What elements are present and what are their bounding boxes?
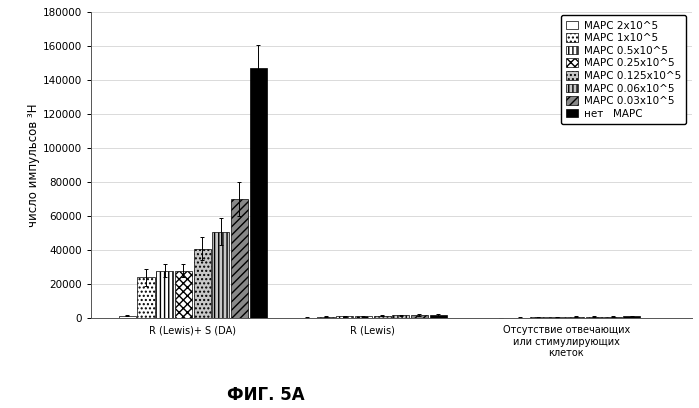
Bar	[175, 271, 192, 318]
Bar	[373, 316, 391, 318]
Bar	[586, 317, 603, 318]
Bar	[138, 277, 154, 318]
Bar	[119, 316, 136, 318]
Bar	[623, 316, 640, 318]
Bar	[605, 317, 621, 318]
Bar	[298, 317, 316, 318]
Bar	[411, 315, 428, 318]
Bar	[355, 316, 372, 318]
Y-axis label: число импульсов ³H: число импульсов ³H	[27, 104, 40, 227]
Bar	[231, 199, 248, 318]
Bar	[511, 317, 528, 318]
Text: ФИГ. 5А: ФИГ. 5А	[226, 386, 305, 404]
Bar	[430, 315, 447, 318]
Bar	[530, 317, 547, 318]
Legend: МАРС 2x10^5, МАРС 1x10^5, МАРС 0.5x10^5, МАРС 0.25x10^5, МАРС 0.125x10^5, МАРС 0: МАРС 2x10^5, МАРС 1x10^5, МАРС 0.5x10^5,…	[561, 16, 686, 124]
Bar	[317, 317, 335, 318]
Bar	[392, 315, 410, 318]
Bar	[194, 248, 210, 318]
Bar	[156, 271, 173, 318]
Bar	[212, 232, 229, 318]
Bar	[250, 69, 267, 318]
Bar	[549, 317, 565, 318]
Bar	[567, 317, 584, 318]
Bar	[336, 316, 353, 318]
